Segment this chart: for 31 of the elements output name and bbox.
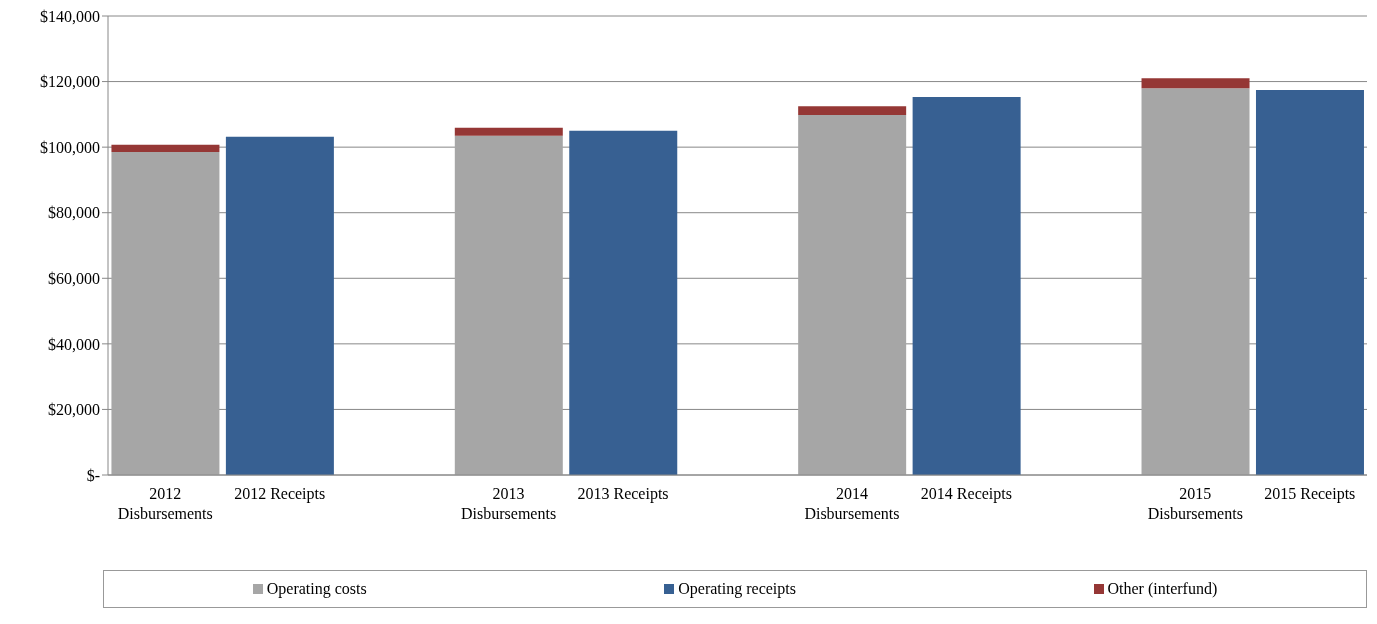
x-tick-label: 2012 Disbursements xyxy=(117,485,213,522)
bar xyxy=(798,106,907,116)
bar xyxy=(569,130,678,475)
x-tick-label: 2015 Receipts xyxy=(1264,485,1356,503)
x-tick-label: 2014 Disbursements xyxy=(804,485,900,522)
y-tick-label: $140,000 xyxy=(40,7,100,25)
bar xyxy=(111,144,220,153)
y-tick-label: $100,000 xyxy=(40,138,100,156)
y-tick-label: $120,000 xyxy=(40,73,100,91)
legend-label: Operating receipts xyxy=(677,580,796,598)
legend-label: Operating costs xyxy=(265,580,367,598)
bar xyxy=(798,115,907,475)
bar xyxy=(1255,90,1364,475)
legend-label: Other (interfund) xyxy=(1106,580,1218,598)
bar xyxy=(111,152,220,475)
bar xyxy=(454,135,563,475)
bar xyxy=(1141,78,1250,89)
x-tick-label: 2015 Disbursements xyxy=(1147,485,1243,522)
x-tick-label: 2014 Receipts xyxy=(920,485,1012,503)
bar xyxy=(912,96,1021,475)
x-tick-label: 2013 Receipts xyxy=(577,485,669,503)
bar xyxy=(225,136,334,475)
y-tick-label: $80,000 xyxy=(48,204,100,222)
y-tick-label: $- xyxy=(86,466,100,484)
x-tick-label: 2013 Disbursements xyxy=(461,485,557,522)
bar xyxy=(454,127,563,136)
x-tick-label: 2012 Receipts xyxy=(234,485,326,503)
y-tick-label: $20,000 xyxy=(48,401,100,419)
bar xyxy=(1141,88,1250,475)
y-tick-label: $60,000 xyxy=(48,269,100,287)
y-tick-label: $40,000 xyxy=(48,335,100,353)
